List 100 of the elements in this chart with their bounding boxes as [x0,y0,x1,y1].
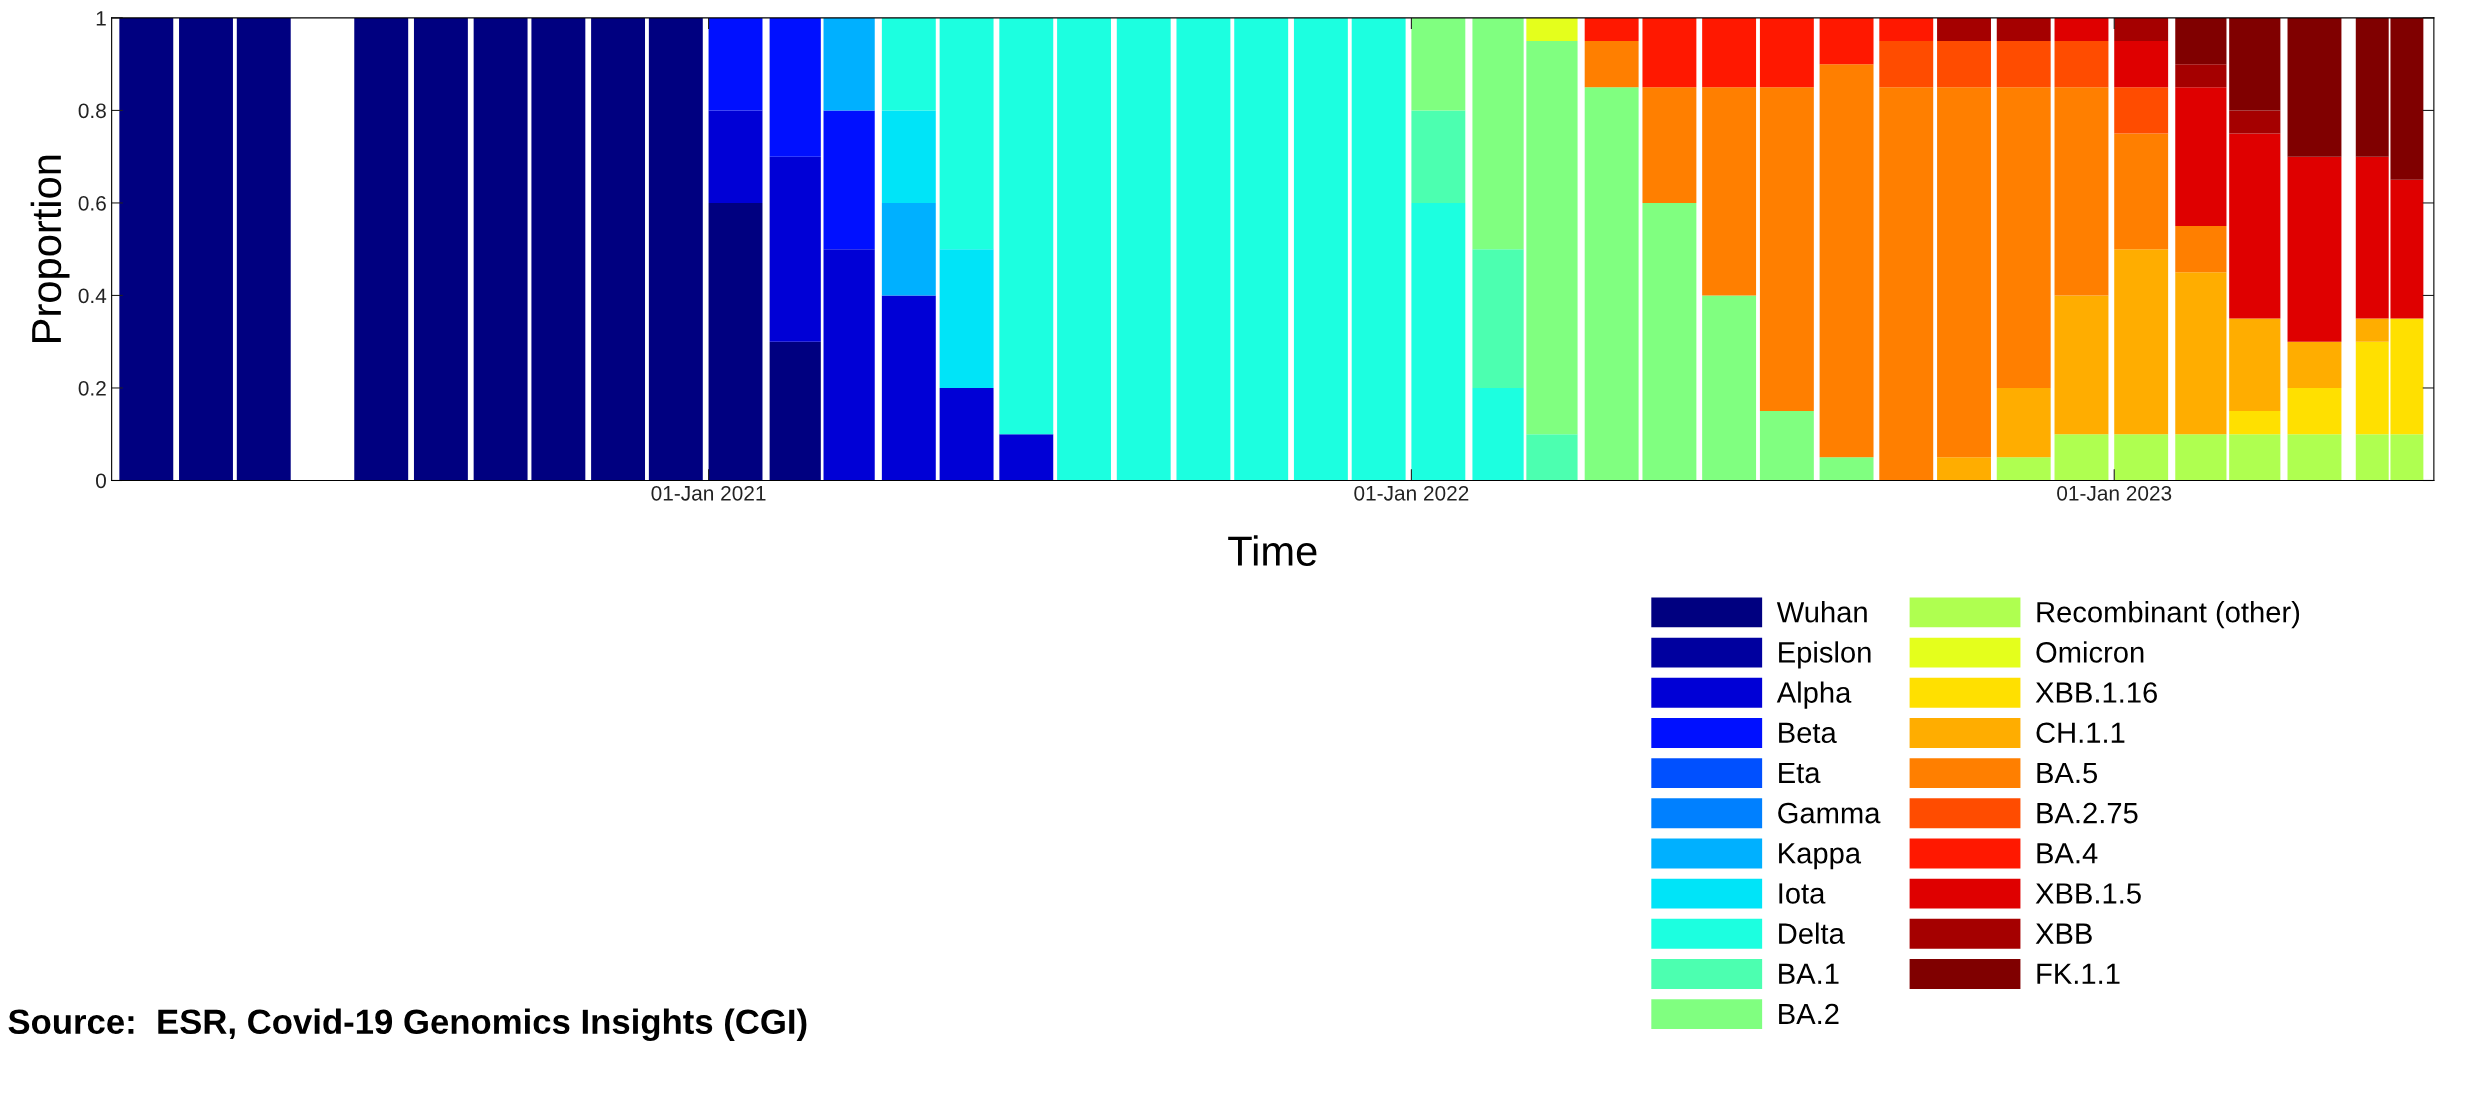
bar [1642,202,1697,481]
legend-label: Kappa [1779,843,1862,870]
legend-label: XBB.1.16 [2035,682,2157,703]
bar [473,17,528,481]
legend-label: CH.1.1 [2036,722,2125,744]
x-tick-label: 01-Jan 2022 [1354,485,1469,501]
bar [1472,249,1524,388]
bar [1879,41,1934,88]
bar [769,17,821,157]
bar [179,17,233,481]
legend-label: BA.1 [1779,963,1839,984]
legend-label: Alpha [1776,681,1852,709]
legend-label: Iota [1779,883,1826,904]
bar [1116,17,1171,481]
y-tick-label: 1 [96,11,106,26]
bar [2114,249,2169,435]
bar [648,17,703,481]
bar [1819,17,1874,65]
bar [881,202,936,296]
bar [1057,17,1112,481]
bar [1642,87,1697,203]
bar [1996,387,2051,458]
bar [1937,87,1991,458]
x-tick-label: 01-Jan 2021 [651,485,766,501]
bar [2054,87,2109,296]
y-tick-label: 0.6 [78,195,106,211]
bar [1879,87,1934,481]
legend-label: Wuhan [1776,601,1867,623]
y-tick-label: 0.2 [78,380,106,396]
legend-label: BA.4 [2037,843,2098,864]
bar [2114,87,2169,134]
bar [823,17,875,111]
bar [2287,434,2342,481]
bar [999,434,1054,481]
bar [1759,17,1814,88]
bar [1759,87,1814,412]
legend-label: BA.5 [2037,762,2098,784]
bar [2114,434,2169,481]
bar [1584,87,1639,481]
legend-label: Omicron [2036,641,2144,663]
legend-label: Gamma [1778,802,1881,824]
bar [881,17,936,111]
bar [2229,133,2281,319]
bar [999,17,1054,435]
legend-label: BA.2.75 [2037,802,2138,824]
bar [413,17,468,481]
bar [1584,17,1639,42]
bar [1819,457,1874,481]
bar [119,17,174,481]
legend-label: XBB.1.5 [2035,883,2141,904]
bar [1996,17,2051,42]
bar [823,110,875,250]
bar [2175,17,2227,65]
bar [1411,17,1466,111]
bar [1937,17,1991,42]
source-note: Source: ESR, Covid-19 Genomics Insights (CGI) [8,1008,807,1042]
x-axis-title: Time [1228,535,1317,566]
bar [1937,457,1991,481]
y-axis-title: Proportion [30,155,70,342]
bar [2175,87,2227,227]
legend-label: FK.1.1 [2037,963,2120,984]
bar [1234,17,1289,481]
bar [1759,411,1814,481]
bar [1996,41,2051,88]
bar [2114,133,2169,250]
bar [591,17,646,481]
bar [2175,64,2227,88]
bar [2229,110,2281,134]
bar [1819,64,1874,458]
bar [1879,17,1934,42]
bar [236,17,291,481]
legend-label: Epislon [1779,641,1871,669]
bar [1351,17,1406,481]
x-tick-label: 01-Jan 2023 [2057,485,2172,501]
bar [2054,434,2109,481]
y-tick-label: 0.4 [78,288,107,304]
bar [939,17,994,250]
bar [708,110,763,203]
bar [2229,434,2281,481]
bar [1702,87,1757,296]
bar [1293,17,1348,481]
bar [708,202,763,481]
bar [1642,17,1697,88]
bar [1584,41,1639,88]
bar [1526,17,1578,42]
bar [1702,17,1757,88]
bar [2175,434,2227,481]
legend-label: BA.2 [1779,1003,1839,1025]
legend-label: Delta [1779,922,1845,944]
bar [2054,295,2109,435]
bar [2229,17,2281,111]
bar [1176,17,1231,481]
bar [2054,41,2109,88]
bar [354,17,409,481]
legend-label: Eta [1779,762,1821,784]
bar [1526,434,1578,481]
bar [1702,295,1757,481]
bar [881,295,936,481]
bar [1411,202,1466,481]
bar [1937,41,1991,88]
